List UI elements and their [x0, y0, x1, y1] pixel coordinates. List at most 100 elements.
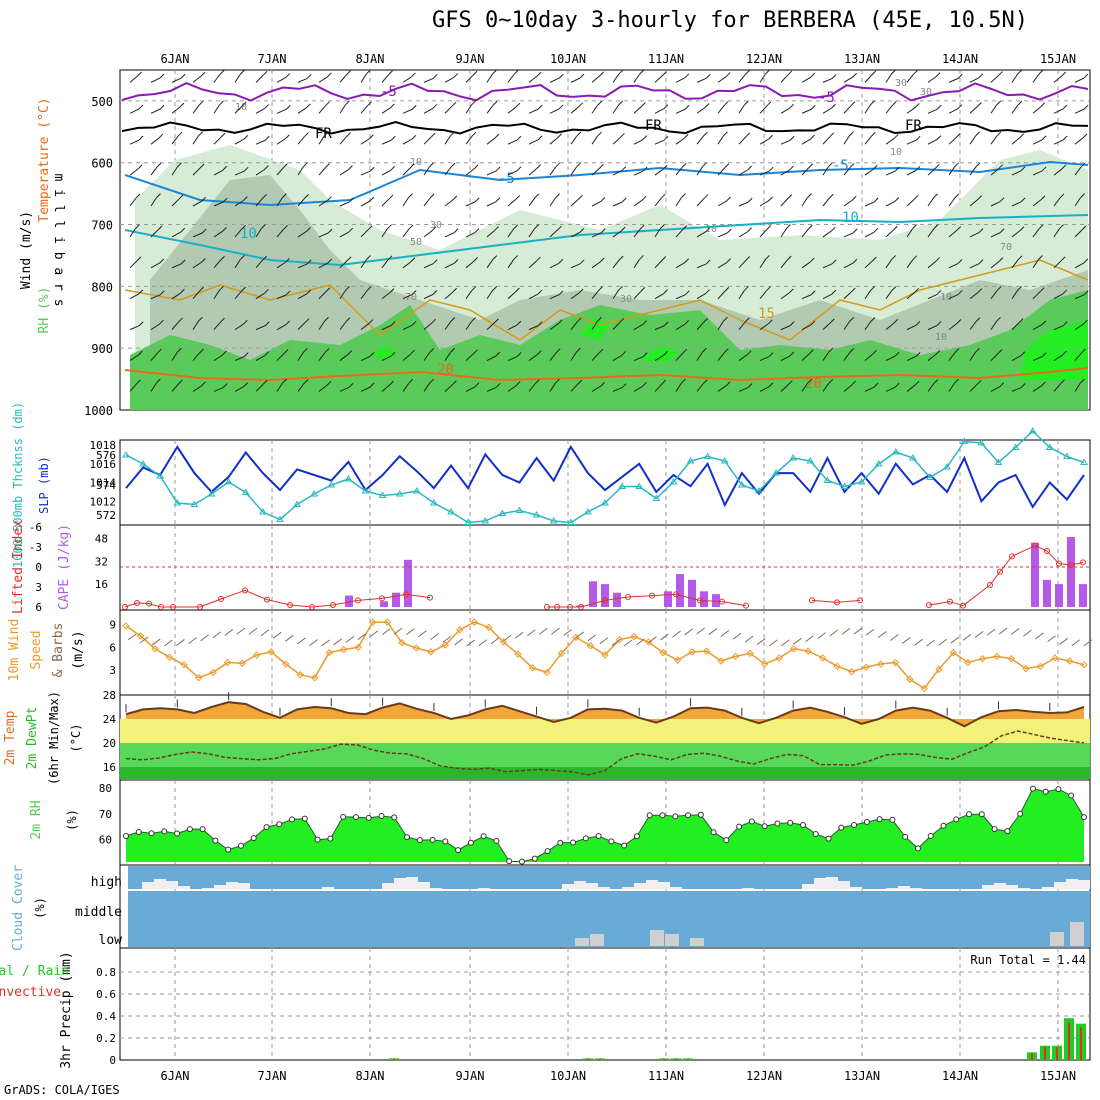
rh2m-marker: [416, 837, 423, 844]
wind-barb-flag: [515, 381, 521, 387]
wind-barb: [255, 380, 268, 392]
wind-speed-marker: [136, 632, 145, 640]
wind-barb-staff: [591, 75, 600, 83]
wind-barb-flag: [1019, 133, 1025, 139]
wind-barb-staff: [633, 73, 641, 83]
wind-barb-flag: [996, 286, 1002, 292]
thickness-marker: [635, 482, 644, 489]
thickness-marker: [891, 448, 900, 455]
wind-barb-staff: [465, 353, 474, 361]
wind-barb-flag: [975, 317, 981, 322]
wind-barb: [948, 259, 963, 269]
wind-barb-flag: [304, 194, 309, 199]
wind-barb: [465, 382, 480, 392]
cloud-high-block: [802, 884, 814, 889]
wind-barb-flag: [1017, 100, 1023, 106]
wind-barb: [864, 70, 877, 83]
precip-tick-label: 0: [109, 1054, 116, 1067]
wind-barb-flag: [996, 316, 1001, 322]
wind-barb-staff: [234, 228, 242, 238]
wind-barb-flag: [1062, 135, 1068, 141]
wind-barb-staff: [759, 200, 769, 207]
wind-barb-flag: [219, 100, 224, 106]
wind-barb: [612, 317, 625, 330]
wind-barb-staff: [528, 197, 536, 207]
wind-barb: [360, 196, 375, 207]
temp-tick-label: 24: [103, 713, 117, 726]
wind-barb-flag: [705, 227, 710, 233]
wind-barb-flag: [789, 165, 794, 171]
cloud-high-block: [478, 888, 490, 889]
wind-barb-staff: [549, 352, 557, 361]
wind-barb: [276, 320, 291, 331]
wind-barb-flag: [1081, 348, 1086, 354]
wind-barb-flag: [872, 164, 878, 170]
wind-barb: [591, 163, 604, 176]
thickness-marker: [293, 500, 301, 507]
wind-speed-marker: [862, 663, 870, 671]
wind-barb: [255, 224, 266, 238]
wind-barb-flag: [1061, 164, 1067, 170]
wind-barb-staff: [255, 259, 263, 269]
wind-barb-flag: [453, 73, 459, 78]
wind-barb-staff: [654, 168, 664, 176]
wind-barb-staff: [486, 73, 493, 83]
wind-barb-flag: [1020, 383, 1026, 388]
wind-barb: [570, 379, 583, 392]
dewpoint-band-green: [120, 743, 1090, 767]
wind-barb: [1011, 286, 1022, 300]
wind-barb-flag: [662, 71, 667, 76]
wind-barb: [780, 103, 794, 114]
wind-barb-flag: [828, 378, 834, 384]
wind-barb-staff: [822, 107, 832, 114]
wind-barb-staff: [738, 321, 746, 330]
wind-barb: [843, 348, 855, 361]
wind-barb-staff: [696, 77, 707, 83]
wind-barb-staff: [318, 291, 327, 300]
rh2m-unit-label: (%): [65, 809, 79, 831]
wind-barb-staff: [1053, 383, 1061, 392]
lifted-index-marker: [857, 597, 863, 604]
wind-barb: [234, 224, 246, 238]
surface-wind-barb: [889, 634, 899, 641]
rh2m-marker: [863, 818, 870, 825]
wind-barb: [927, 379, 939, 392]
wind-barb-staff: [507, 106, 517, 114]
wind-barb: [969, 131, 980, 145]
lifted-index-segment: [381, 593, 407, 599]
wind-barb: [843, 101, 856, 114]
wind-barb-staff: [444, 263, 455, 269]
wind-barb: [465, 131, 477, 145]
rh2m-marker: [978, 811, 985, 818]
cape-bar: [700, 591, 708, 607]
wind-barb-flag: [451, 101, 457, 107]
wind-barb-staff: [507, 170, 518, 176]
surface-wind-barb: [188, 637, 197, 644]
wind-barb-flag: [641, 195, 647, 201]
wind-barb-staff: [990, 232, 1001, 238]
date-label-bottom: 9JAN: [456, 1069, 485, 1083]
rh2m-marker: [633, 833, 640, 840]
wind-barb-staff: [801, 228, 809, 238]
wind-barb-flag: [264, 351, 270, 357]
wind-barb: [696, 194, 709, 207]
wind-barb-flag: [1038, 69, 1044, 75]
wind-barb: [213, 285, 224, 299]
wind-barb-flag: [852, 228, 858, 234]
precip-convective-bar: [1056, 1047, 1058, 1060]
wind-barb-flag: [1059, 224, 1064, 229]
rh2m-marker: [327, 835, 334, 842]
wind-barb-flag: [431, 318, 436, 324]
cloud-low-block: [1050, 932, 1064, 946]
wind-barb-staff: [906, 107, 916, 114]
wind-barb: [969, 347, 980, 361]
wind-barb-flag: [870, 317, 876, 322]
wind-barb-staff: [717, 232, 728, 238]
wind-barb-staff: [444, 199, 454, 207]
wind-barb-flag: [684, 258, 689, 264]
thickness-marker: [686, 457, 695, 464]
wind-barb-staff: [780, 292, 790, 300]
wind-barb-flag: [495, 351, 501, 357]
wind-barb: [801, 320, 816, 331]
wind-barb-flag: [724, 287, 730, 292]
